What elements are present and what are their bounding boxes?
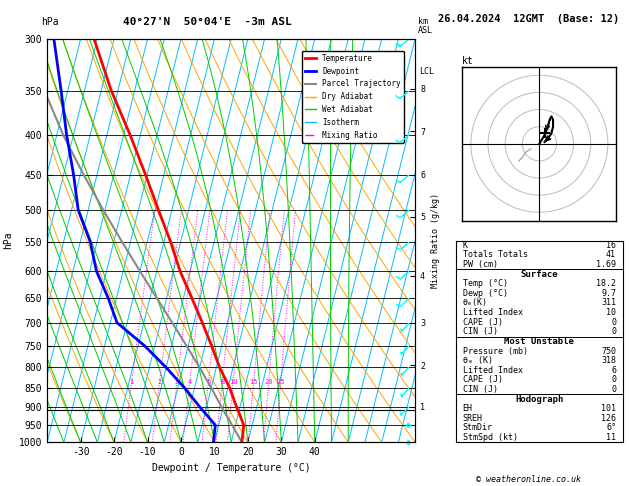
Text: 25: 25 bbox=[276, 379, 285, 385]
Text: 101: 101 bbox=[601, 404, 616, 413]
Text: 20: 20 bbox=[264, 379, 273, 385]
Text: 0: 0 bbox=[611, 385, 616, 394]
Text: 750: 750 bbox=[601, 347, 616, 356]
Text: θₑ(K): θₑ(K) bbox=[463, 298, 487, 308]
Text: Temp (°C): Temp (°C) bbox=[463, 279, 508, 288]
Text: 10: 10 bbox=[606, 308, 616, 317]
Text: 2: 2 bbox=[157, 379, 162, 385]
Text: 16: 16 bbox=[606, 241, 616, 250]
Text: θₑ (K): θₑ (K) bbox=[463, 356, 493, 365]
Text: 3: 3 bbox=[175, 379, 179, 385]
Text: km
ASL: km ASL bbox=[418, 17, 433, 35]
Text: 26.04.2024  12GMT  (Base: 12): 26.04.2024 12GMT (Base: 12) bbox=[438, 14, 619, 24]
Text: 126: 126 bbox=[601, 414, 616, 423]
Text: 4: 4 bbox=[187, 379, 192, 385]
Text: LCL: LCL bbox=[419, 67, 434, 76]
Text: StmDir: StmDir bbox=[463, 423, 493, 433]
Text: Surface: Surface bbox=[521, 270, 558, 278]
Text: Totals Totals: Totals Totals bbox=[463, 250, 528, 260]
Text: 9.7: 9.7 bbox=[601, 289, 616, 298]
Text: 18.2: 18.2 bbox=[596, 279, 616, 288]
Text: Dewp (°C): Dewp (°C) bbox=[463, 289, 508, 298]
Text: 41: 41 bbox=[606, 250, 616, 260]
Y-axis label: hPa: hPa bbox=[3, 232, 13, 249]
Text: K: K bbox=[463, 241, 468, 250]
Text: 1.69: 1.69 bbox=[596, 260, 616, 269]
Text: 311: 311 bbox=[601, 298, 616, 308]
Text: CIN (J): CIN (J) bbox=[463, 327, 498, 336]
X-axis label: Dewpoint / Temperature (°C): Dewpoint / Temperature (°C) bbox=[152, 463, 311, 473]
Text: StmSpd (kt): StmSpd (kt) bbox=[463, 433, 518, 442]
Text: 0: 0 bbox=[611, 375, 616, 384]
Text: 10: 10 bbox=[229, 379, 237, 385]
Text: hPa: hPa bbox=[41, 17, 58, 27]
Text: CIN (J): CIN (J) bbox=[463, 385, 498, 394]
Text: 11: 11 bbox=[606, 433, 616, 442]
Text: Lifted Index: Lifted Index bbox=[463, 366, 523, 375]
Legend: Temperature, Dewpoint, Parcel Trajectory, Dry Adiabat, Wet Adiabat, Isotherm, Mi: Temperature, Dewpoint, Parcel Trajectory… bbox=[302, 51, 404, 143]
Text: 1: 1 bbox=[130, 379, 134, 385]
Text: Pressure (mb): Pressure (mb) bbox=[463, 347, 528, 356]
Text: 6°: 6° bbox=[606, 423, 616, 433]
Text: 0: 0 bbox=[611, 318, 616, 327]
Y-axis label: Mixing Ratio (g/kg): Mixing Ratio (g/kg) bbox=[431, 193, 440, 288]
Text: CAPE (J): CAPE (J) bbox=[463, 318, 503, 327]
Text: Lifted Index: Lifted Index bbox=[463, 308, 523, 317]
Text: 8: 8 bbox=[220, 379, 225, 385]
Text: Hodograph: Hodograph bbox=[515, 395, 564, 403]
Text: CAPE (J): CAPE (J) bbox=[463, 375, 503, 384]
Text: kt: kt bbox=[462, 56, 474, 66]
Text: © weatheronline.co.uk: © weatheronline.co.uk bbox=[476, 474, 581, 484]
Text: Most Unstable: Most Unstable bbox=[504, 337, 574, 346]
Text: 15: 15 bbox=[250, 379, 258, 385]
Text: 6: 6 bbox=[611, 366, 616, 375]
Text: 40°27'N  50°04'E  -3m ASL: 40°27'N 50°04'E -3m ASL bbox=[123, 17, 292, 27]
Text: PW (cm): PW (cm) bbox=[463, 260, 498, 269]
Text: 0: 0 bbox=[611, 327, 616, 336]
Text: EH: EH bbox=[463, 404, 472, 413]
Text: 318: 318 bbox=[601, 356, 616, 365]
Text: 6: 6 bbox=[206, 379, 211, 385]
Text: SREH: SREH bbox=[463, 414, 482, 423]
